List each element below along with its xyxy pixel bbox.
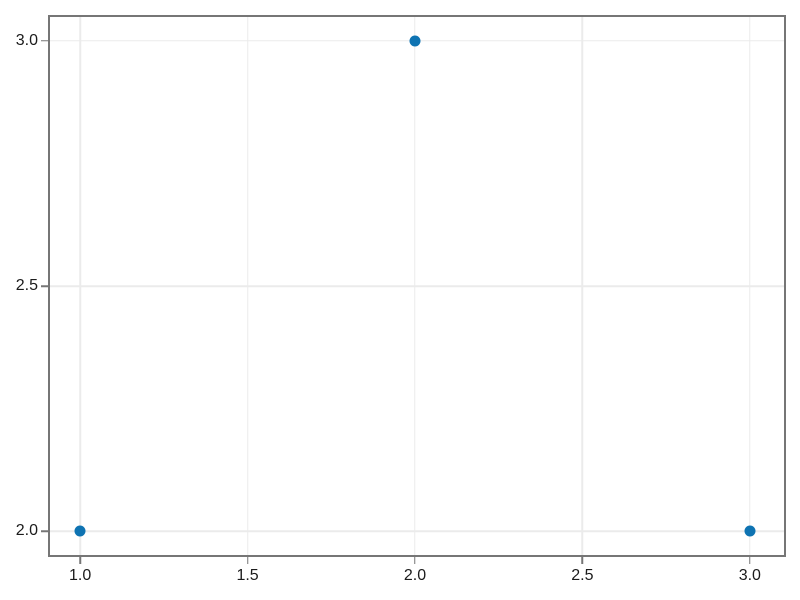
y-tick	[41, 530, 48, 532]
y-tick-label: 2.0	[15, 521, 38, 539]
data-point	[744, 525, 756, 537]
x-tick-label: 2.5	[571, 567, 594, 584]
y-tick-label: 2.5	[15, 276, 38, 294]
plot-area: 1.0 1.5 2.0 2.5 3.0 2.0 2.5 3.0	[16, 15, 786, 584]
x-tick-label: 1.5	[236, 567, 259, 584]
y-tick-label: 3.0	[15, 31, 38, 49]
x-tick	[246, 557, 249, 564]
x-tick-label: 2.0	[403, 567, 427, 584]
data-point	[409, 35, 421, 47]
y-gridline	[48, 530, 786, 532]
x-tick	[749, 557, 751, 564]
x-tick-label: 1.0	[69, 567, 92, 584]
x-tick	[414, 557, 416, 564]
x-tick	[79, 557, 81, 564]
x-tick	[581, 557, 584, 564]
data-point	[74, 525, 86, 537]
y-tick	[41, 40, 48, 42]
y-tick	[41, 285, 48, 287]
y-gridline	[48, 285, 786, 287]
x-tick-label: 3.0	[738, 567, 761, 584]
